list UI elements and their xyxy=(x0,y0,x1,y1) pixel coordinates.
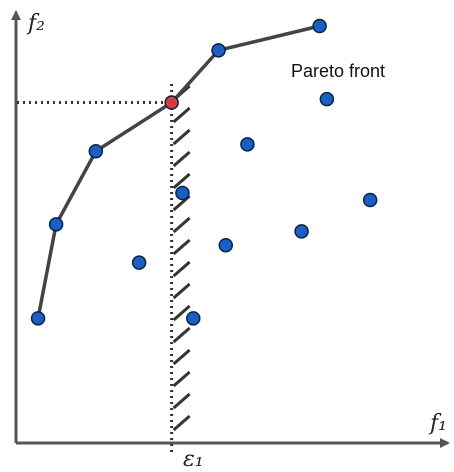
pareto-point xyxy=(48,217,64,232)
constraint-hatch xyxy=(172,304,191,322)
constraint-hatch xyxy=(172,106,191,124)
x-axis-label: f₁ xyxy=(428,411,447,436)
constraint-hatch xyxy=(172,216,191,234)
dominated-point xyxy=(186,311,201,326)
constraint-hatch xyxy=(172,172,191,190)
constraint-hatch xyxy=(172,414,191,432)
constraint-hatch xyxy=(172,348,191,366)
pareto-point xyxy=(30,311,46,326)
dominated-point xyxy=(131,255,147,270)
pareto-front-polyline xyxy=(36,24,321,319)
pareto-point xyxy=(211,43,226,58)
dominated-point xyxy=(362,192,378,208)
dominated-point xyxy=(175,185,190,201)
epsilon-label: ε₁ xyxy=(183,447,204,472)
constraint-hatch xyxy=(172,128,191,146)
y-axis-label: f₂ xyxy=(26,11,45,36)
selected-point xyxy=(164,95,179,110)
dominated-point xyxy=(319,91,335,107)
constraint-hatch xyxy=(172,326,191,344)
points-layer xyxy=(30,18,378,326)
constraint-hatch xyxy=(172,392,191,410)
constraint-hatch xyxy=(172,282,191,300)
constraint-hatch xyxy=(172,238,191,256)
dominated-point xyxy=(294,224,309,239)
epsilon-constraint xyxy=(17,84,191,455)
pareto-point xyxy=(312,18,327,34)
dominated-point xyxy=(240,137,255,152)
pareto-front-label: Pareto front xyxy=(291,61,385,81)
constraint-hatch xyxy=(172,150,191,168)
pareto-point xyxy=(88,144,104,159)
pareto-front-line xyxy=(36,24,321,319)
dominated-point xyxy=(218,237,234,253)
constraint-hatch xyxy=(172,370,191,388)
constraint-hatch xyxy=(172,260,191,278)
